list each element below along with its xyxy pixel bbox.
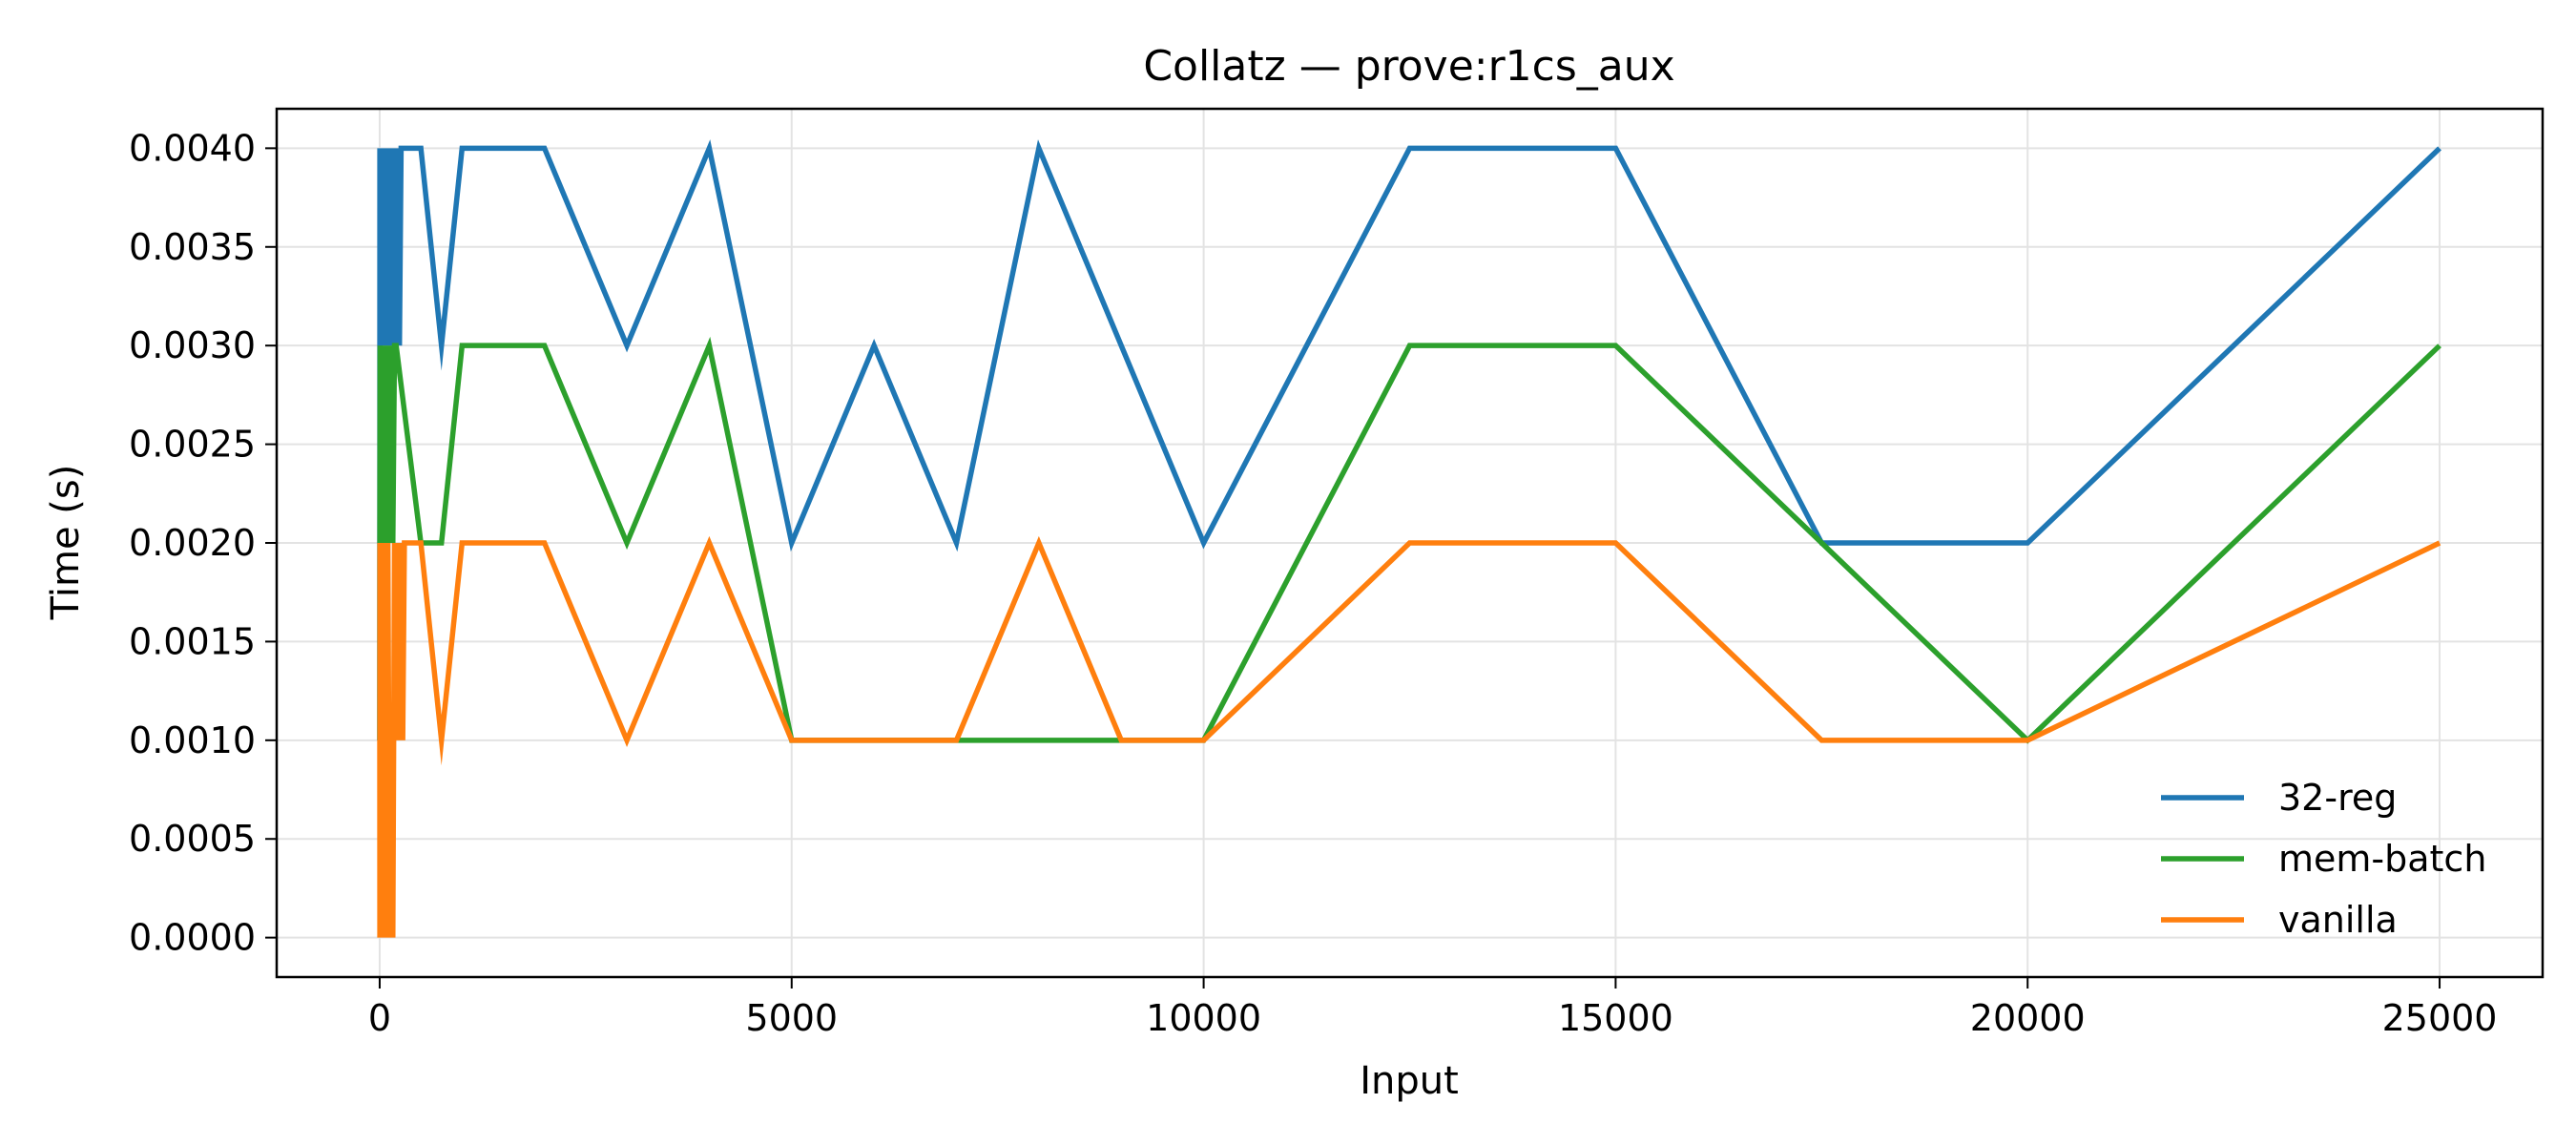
y-axis-title: Time (s)	[44, 465, 88, 621]
x-tick-label: 20000	[1970, 997, 2086, 1039]
x-tick-label: 10000	[1146, 997, 1261, 1039]
y-tick-label: 0.0000	[129, 917, 256, 959]
y-tick-label: 0.0040	[129, 127, 256, 169]
legend-label-mem-batch: mem-batch	[2278, 838, 2486, 880]
legend: 32-reg mem-batch vanilla	[2161, 777, 2486, 941]
y-tick-label: 0.0010	[129, 719, 256, 761]
y-tick-label: 0.0020	[129, 522, 256, 564]
y-tick-label: 0.0005	[129, 818, 256, 860]
series-line-32-reg	[377, 139, 2441, 740]
y-tick-label: 0.0025	[129, 424, 256, 466]
x-tick-label: 0	[368, 997, 391, 1039]
chart-title: Collatz — prove:r1cs_aux	[1143, 42, 1674, 91]
x-axis-title: Input	[1360, 1059, 1459, 1103]
x-tick-label: 15000	[1558, 997, 1673, 1039]
x-tick-label: 25000	[2382, 997, 2498, 1039]
series-line-vanilla	[377, 535, 2441, 938]
legend-label-vanilla: vanilla	[2278, 899, 2398, 941]
legend-label-32-reg: 32-reg	[2278, 777, 2397, 819]
series-lines	[377, 139, 2441, 938]
x-tick-label: 5000	[745, 997, 838, 1039]
y-tick-label: 0.0015	[129, 620, 256, 662]
y-tick-label: 0.0035	[129, 226, 256, 268]
y-tick-label: 0.0030	[129, 324, 256, 366]
y-axis-ticks: 0.0000 0.0005 0.0010 0.0015 0.0020 0.0025 0.00…	[129, 127, 277, 959]
x-axis-ticks: 0 5000 10000 15000 20000 25000	[368, 977, 2498, 1039]
